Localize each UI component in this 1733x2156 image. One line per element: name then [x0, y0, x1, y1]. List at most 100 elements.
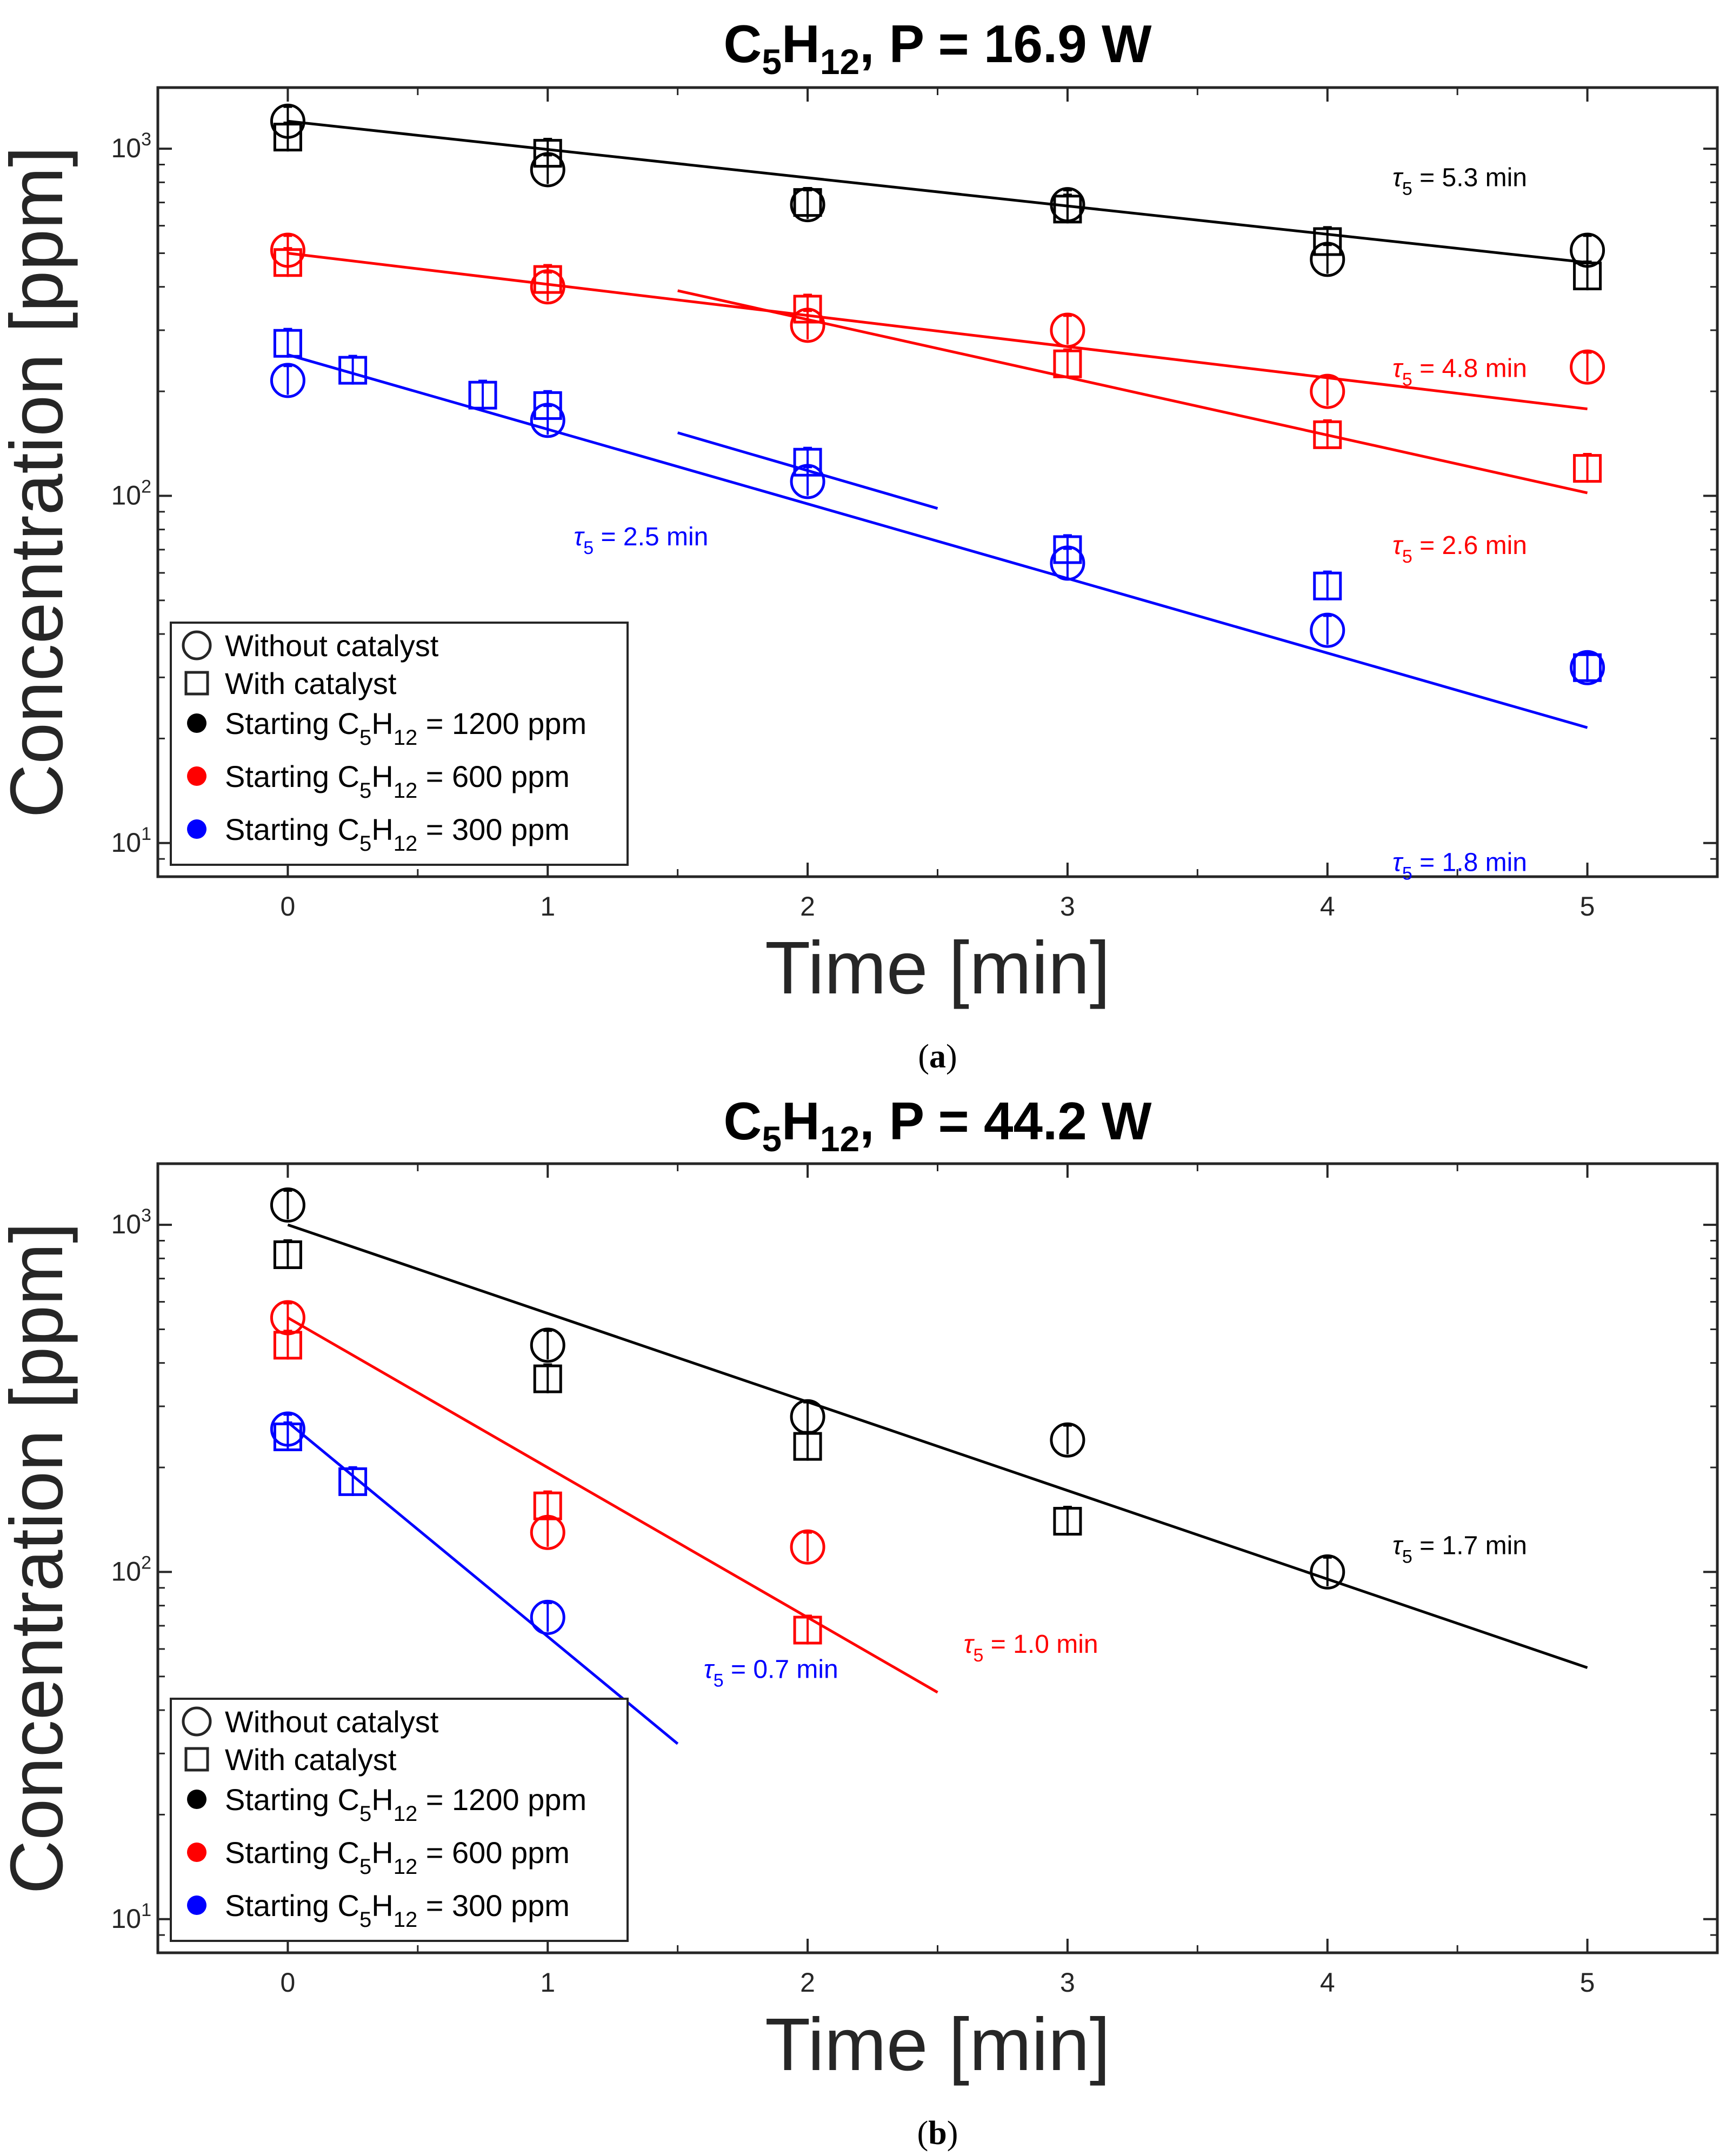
tau-annotation: τ5 = 1.7 min: [1392, 1532, 1527, 1567]
legend-dot-icon: [187, 713, 206, 733]
legend-item-label: Starting C5H12 = 600 ppm: [225, 759, 570, 803]
tau-annotation: τ5 = 2.5 min: [574, 523, 708, 558]
data-point-square: [533, 265, 562, 294]
data-point-square: [1573, 653, 1602, 682]
data-point-circle: [1570, 349, 1605, 385]
legend: Without catalyst With catalyst Starting C5…: [170, 1698, 629, 1942]
x-tick-label: 2: [800, 891, 815, 922]
data-point-square: [1053, 535, 1082, 564]
x-tick-label: 3: [1060, 1967, 1075, 1998]
data-point-square: [793, 1432, 822, 1461]
data-point-square: [1573, 262, 1602, 291]
data-point-square: [273, 329, 302, 358]
y-axis-label: Concentration [ppm]: [0, 146, 78, 818]
data-point-circle: [1050, 1422, 1085, 1458]
x-tick-label: 3: [1060, 891, 1075, 922]
data-point-circle: [530, 1599, 565, 1635]
legend-item-label: Without catalyst: [225, 629, 439, 663]
data-point-square: [793, 295, 822, 324]
data-point-square: [338, 1467, 368, 1496]
fit-line: [677, 289, 1588, 495]
y-axis-label: Concentration [ppm]: [0, 1223, 78, 1894]
data-point-circle: [790, 1529, 825, 1565]
x-tick-label: 0: [281, 1967, 296, 1998]
data-point-circle: [1570, 650, 1605, 685]
legend-dot-icon: [187, 1790, 206, 1809]
data-point-square: [273, 1331, 302, 1360]
panel-caption: (a): [918, 1038, 957, 1075]
tau-annotation: τ5 = 1.0 min: [964, 1630, 1098, 1666]
legend-item-label: With catalyst: [225, 666, 397, 700]
data-point-square: [1573, 454, 1602, 483]
chart-panel-a: C5H12, P = 16.9 W 0 1 2 3 4 5 101 102 103 Time [mi…: [0, 14, 1719, 1075]
x-axis-label: Time [min]: [765, 926, 1110, 1010]
data-point-square: [273, 248, 302, 277]
legend-open-circle-icon: [182, 630, 212, 660]
legend-open-square-icon: [184, 671, 209, 696]
chart-title: C5H12, P = 44.2 W: [724, 1091, 1152, 1159]
y-tick-label: 101: [111, 824, 151, 858]
panel-caption: (b): [917, 2115, 958, 2152]
data-point-square: [273, 1240, 302, 1269]
data-point-circle: [530, 1327, 565, 1363]
data-point-circle: [1310, 612, 1345, 648]
data-point-circle: [1310, 1554, 1345, 1590]
x-tick-label: 1: [540, 1967, 555, 1998]
legend-item-label: Starting C5H12 = 1200 ppm: [225, 706, 586, 750]
tau-annotation: τ5 = 4.8 min: [1392, 354, 1527, 390]
legend-dot-icon: [187, 819, 206, 839]
x-tick-label: 5: [1580, 1967, 1595, 1998]
x-tick-label: 4: [1320, 1967, 1335, 1998]
fit-line: [286, 1421, 679, 1745]
data-point-square: [533, 139, 562, 168]
legend-item-label: Starting C5H12 = 300 ppm: [225, 1888, 570, 1932]
x-tick-label: 1: [540, 891, 555, 922]
legend-item-label: Without catalyst: [225, 1705, 439, 1739]
chart-title: C5H12, P = 16.9 W: [724, 14, 1152, 82]
x-axis-label: Time [min]: [765, 2003, 1110, 2086]
x-tick-label: 4: [1320, 891, 1335, 922]
fit-line: [288, 251, 1588, 411]
chart-panel-b: C5H12, P = 44.2 W 0 1 2 3 4 5 101 102 103 Time [mi…: [0, 1091, 1719, 2152]
legend-item-label: Starting C5H12 = 300 ppm: [225, 812, 570, 856]
data-point-square: [1313, 571, 1342, 600]
legend-box: [170, 1698, 629, 1942]
data-point-square: [273, 1422, 302, 1451]
tau-annotation: τ5 = 5.3 min: [1392, 163, 1527, 199]
data-point-square: [793, 1616, 822, 1645]
tau-annotation: τ5 = 1.8 min: [1392, 849, 1527, 884]
x-tick-label: 2: [800, 1967, 815, 1998]
data-point-circle: [270, 363, 305, 398]
legend-box: [170, 622, 629, 866]
data-point-square: [1053, 195, 1082, 224]
legend-open-square-icon: [184, 1747, 209, 1772]
data-point-square: [1053, 349, 1082, 378]
fit-line: [287, 1316, 938, 1694]
legend-dot-icon: [187, 1843, 206, 1862]
y-tick-label: 103: [111, 1205, 151, 1239]
data-point-square: [1313, 420, 1342, 449]
y-tick-label: 101: [111, 1900, 151, 1934]
y-tick-label: 102: [111, 1552, 151, 1586]
data-point-square: [533, 1364, 562, 1393]
data-point-square: [533, 1491, 562, 1520]
tau-annotation: τ5 = 0.7 min: [704, 1656, 838, 1691]
data-point-square: [468, 381, 497, 410]
data-point-circle: [1310, 373, 1345, 409]
data-point-circle: [270, 1187, 305, 1223]
legend-item-label: Starting C5H12 = 1200 ppm: [225, 1783, 586, 1826]
legend-dot-icon: [187, 766, 206, 786]
legend-item-label: With catalyst: [225, 1743, 397, 1777]
data-point-square: [1313, 227, 1342, 256]
y-tick-label: 103: [111, 129, 151, 163]
fit-line: [287, 1223, 1588, 1669]
legend-open-circle-icon: [182, 1706, 212, 1737]
legend-item-label: Starting C5H12 = 600 ppm: [225, 1835, 570, 1879]
data-point-square: [533, 391, 562, 420]
x-tick-label: 0: [281, 891, 296, 922]
data-point-square: [1053, 1507, 1082, 1536]
tau-annotation: τ5 = 2.6 min: [1392, 531, 1527, 567]
data-point-square: [273, 123, 302, 152]
